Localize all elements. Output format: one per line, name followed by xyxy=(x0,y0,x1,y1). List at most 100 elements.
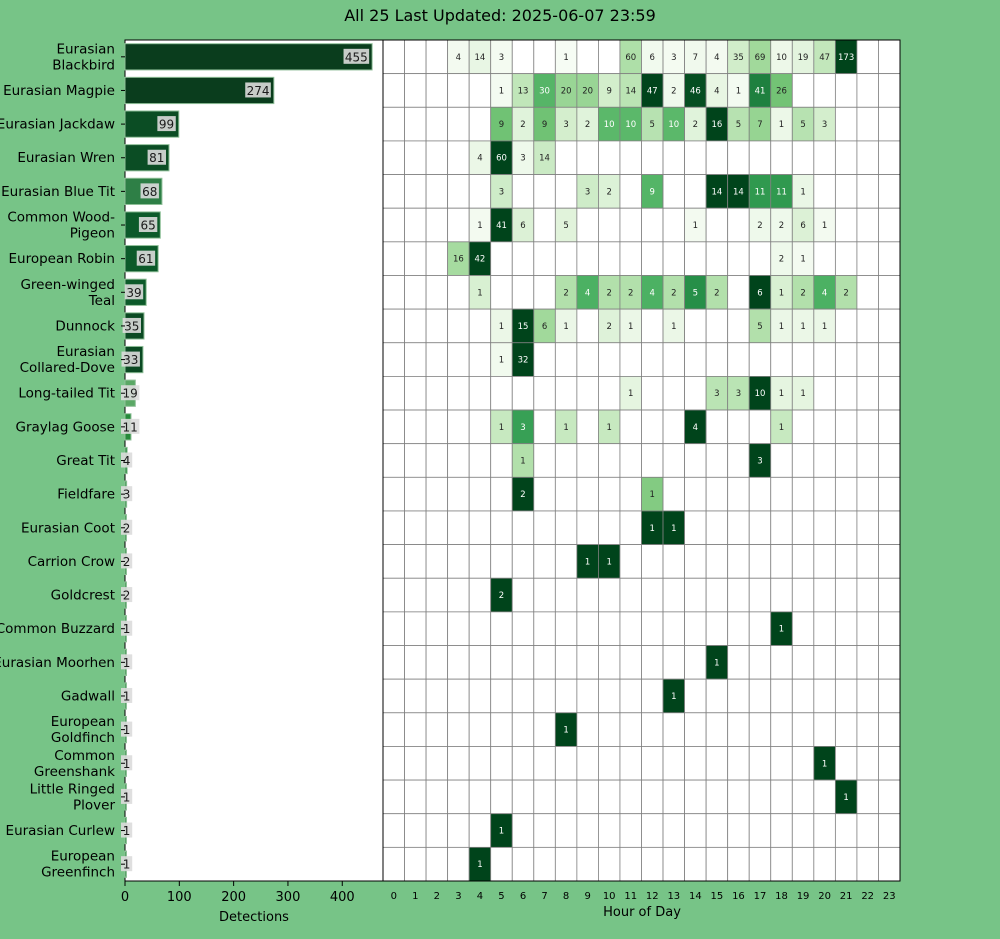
heatmap-cell-label: 1 xyxy=(800,187,805,197)
bar-value-label-bg xyxy=(121,553,133,569)
heatmap-cell xyxy=(770,544,793,579)
heatmap-cell xyxy=(425,678,449,714)
heatmap-cell xyxy=(856,678,879,714)
bar-value-label: 2 xyxy=(123,555,131,569)
bar-value-label-bg xyxy=(121,788,133,804)
heatmap-cell xyxy=(813,476,836,512)
heatmap-cell xyxy=(598,510,621,545)
heatmap-cell xyxy=(813,779,836,815)
heatmap-cell-label: 30 xyxy=(539,86,550,96)
heatmap-cell xyxy=(533,241,556,276)
heatmap-cell xyxy=(511,813,535,848)
heatmap-cell xyxy=(598,846,621,882)
heatmap-cell xyxy=(490,241,513,276)
bar-value-label-bg xyxy=(138,217,158,233)
heatmap-cell xyxy=(727,645,750,680)
bar-value-label: 2 xyxy=(123,521,131,535)
heatmap-cell xyxy=(425,779,449,815)
heatmap-cell xyxy=(447,106,470,142)
bar-value-label-bg xyxy=(121,721,133,737)
heatmap-cell xyxy=(511,544,535,579)
heatmap-cell xyxy=(490,611,513,646)
bar-value-label: 1 xyxy=(123,790,131,804)
bar-value-label-bg xyxy=(140,183,159,199)
heatmap-cell xyxy=(598,476,621,512)
species-label: Gadwall xyxy=(61,688,115,704)
bar-value-label: 1 xyxy=(123,757,131,771)
heatmap-cell-label: 4 xyxy=(693,423,698,433)
heatmap-cell xyxy=(619,140,642,175)
heatmap-cell xyxy=(404,712,427,747)
heatmap-cell xyxy=(856,275,879,310)
heatmap-cell-label: 2 xyxy=(843,288,848,298)
heatmap-cell xyxy=(813,544,836,579)
heatmap-cell xyxy=(533,611,556,646)
heatmap-cell xyxy=(554,846,578,882)
heatmap-cell xyxy=(770,712,793,747)
heatmap-cell xyxy=(533,813,556,848)
heatmap-cell-label: 2 xyxy=(779,255,784,265)
heatmap-cell xyxy=(878,275,901,310)
heatmap-cell xyxy=(468,174,492,209)
heatmap-cell xyxy=(641,645,664,680)
heatmap-cell-label: 3 xyxy=(585,187,590,197)
heatmap-cell xyxy=(425,308,449,344)
heatmap-cell-label: 4 xyxy=(585,288,590,298)
heatmap-cell xyxy=(705,611,729,646)
heatmap-cell xyxy=(554,544,578,579)
heatmap-cell-label: 1 xyxy=(499,86,504,96)
heatmap-cell xyxy=(684,476,707,512)
heatmap-cell xyxy=(468,342,492,377)
heatmap-cell xyxy=(705,207,729,243)
heatmap-cell xyxy=(813,443,836,478)
heatmap-cell xyxy=(404,275,427,310)
heatmap-cell xyxy=(425,813,449,848)
heatmap-cell xyxy=(705,813,729,848)
heatmap-cell xyxy=(468,813,492,848)
heatmap-cell-label: 1 xyxy=(800,322,805,332)
heatmap-cell xyxy=(382,544,405,579)
heatmap-cell xyxy=(834,645,858,680)
heatmap-cell-label: 1 xyxy=(563,322,568,332)
heatmap-cell xyxy=(425,645,449,680)
heatmap-cell xyxy=(490,645,513,680)
heatmap-cell xyxy=(619,678,642,714)
heatmap-frame xyxy=(382,39,901,882)
heatmap-cell-label: 16 xyxy=(711,120,722,130)
heatmap-cell-label: 1 xyxy=(822,759,827,769)
heatmap-cell xyxy=(404,476,427,512)
heatmap-cell xyxy=(576,746,599,781)
bar-value-label: 1 xyxy=(123,689,131,703)
hour-tick-label: 3 xyxy=(455,891,461,902)
heatmap-cell xyxy=(662,712,685,747)
bar-value-label: 19 xyxy=(123,387,138,401)
heatmap-cell xyxy=(748,813,772,848)
heatmap-cell xyxy=(576,409,599,445)
heatmap-cell xyxy=(404,510,427,545)
bar-value-label: 81 xyxy=(149,151,164,165)
species-label: Teal xyxy=(88,293,115,309)
bar-value-label-bg xyxy=(121,620,133,636)
heatmap-cell-label: 42 xyxy=(475,255,486,265)
heatmap-cell xyxy=(770,746,793,781)
heatmap-cell xyxy=(490,779,513,815)
heatmap-cell xyxy=(382,678,405,714)
heatmap-cell xyxy=(576,813,599,848)
heatmap-cell xyxy=(382,712,405,747)
heatmap-cell xyxy=(834,174,858,209)
heatmap-cell xyxy=(533,39,556,75)
species-label: Common Buzzard xyxy=(0,621,115,637)
bar-value-label-bg xyxy=(121,452,133,468)
heatmap-cell-label: 3 xyxy=(736,389,741,399)
heatmap-cell xyxy=(878,813,901,848)
x-tick-label: 100 xyxy=(167,890,192,905)
heatmap-cell xyxy=(856,846,879,882)
heatmap-cell xyxy=(813,342,836,377)
heatmap-cell xyxy=(641,409,664,445)
species-label: Carrion Crow xyxy=(28,554,115,570)
hour-tick-label: 7 xyxy=(541,891,547,902)
heatmap-cell xyxy=(748,140,772,175)
heatmap-cell xyxy=(834,207,858,243)
heatmap-cell xyxy=(856,241,879,276)
